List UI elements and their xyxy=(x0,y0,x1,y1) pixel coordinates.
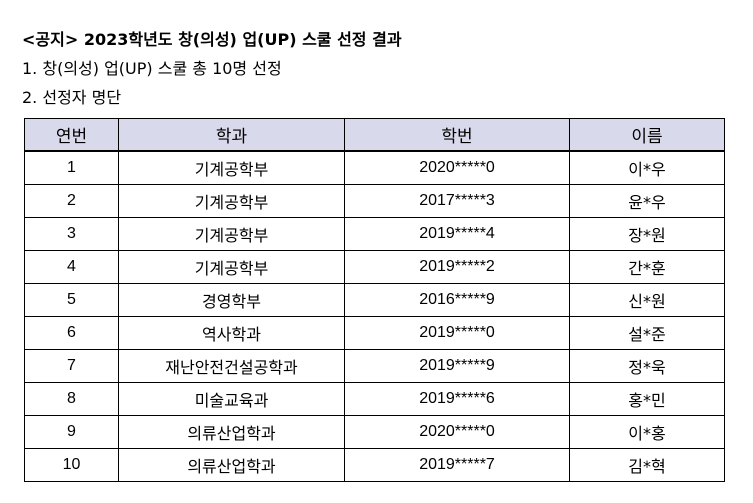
cell-name: 이*홍 xyxy=(569,415,725,449)
cell-dept: 경영학부 xyxy=(118,283,345,317)
table-row: 9 의류산업학과 2020*****0 이*홍 xyxy=(24,415,725,449)
cell-dept: 의류산업학과 xyxy=(118,448,345,482)
header-dept: 학과 xyxy=(118,118,345,152)
cell-name: 장*원 xyxy=(569,217,725,251)
notice-line-selection-count: 1. 창(의성) 업(UP) 스쿨 총 10명 선정 xyxy=(22,59,282,78)
header-no: 연번 xyxy=(24,118,119,152)
cell-name: 정*욱 xyxy=(569,349,725,383)
table-row: 5 경영학부 2016*****9 신*원 xyxy=(24,283,725,317)
cell-no: 4 xyxy=(24,250,119,284)
cell-no: 10 xyxy=(24,448,119,482)
table-row: 6 역사학과 2019*****0 설*준 xyxy=(24,316,725,350)
cell-name: 이*우 xyxy=(569,150,725,185)
cell-no: 8 xyxy=(24,382,119,416)
cell-dept: 기계공학부 xyxy=(118,184,345,218)
cell-dept: 기계공학부 xyxy=(118,150,345,185)
notice-line-list-heading: 2. 선정자 명단 xyxy=(22,88,122,107)
cell-no: 3 xyxy=(24,217,119,251)
header-name: 이름 xyxy=(569,118,725,152)
table-row: 7 재난안전건설공학과 2019*****9 정*욱 xyxy=(24,349,725,383)
cell-student-id: 2016*****9 xyxy=(344,283,570,317)
cell-student-id: 2019*****7 xyxy=(344,448,570,482)
cell-dept: 의류산업학과 xyxy=(118,415,345,449)
cell-name: 윤*우 xyxy=(569,184,725,218)
cell-no: 2 xyxy=(24,184,119,218)
cell-student-id: 2020*****0 xyxy=(344,415,570,449)
table-row: 8 미술교육과 2019*****6 홍*민 xyxy=(24,382,725,416)
cell-student-id: 2019*****4 xyxy=(344,217,570,251)
notice-title: <공지> 2023학년도 창(의성) 업(UP) 스쿨 선정 결과 xyxy=(22,30,402,49)
table-row: 1 기계공학부 2020*****0 이*우 xyxy=(24,150,725,185)
cell-no: 7 xyxy=(24,349,119,383)
cell-dept: 기계공학부 xyxy=(118,250,345,284)
cell-student-id: 2020*****0 xyxy=(344,150,570,185)
cell-student-id: 2019*****9 xyxy=(344,349,570,383)
cell-student-id: 2019*****6 xyxy=(344,382,570,416)
header-student-id: 학번 xyxy=(344,118,570,152)
cell-name: 김*혁 xyxy=(569,448,725,482)
cell-name: 신*원 xyxy=(569,283,725,317)
cell-dept: 미술교육과 xyxy=(118,382,345,416)
cell-name: 설*준 xyxy=(569,316,725,350)
cell-dept: 재난안전건설공학과 xyxy=(118,349,345,383)
table-row: 2 기계공학부 2017*****3 윤*우 xyxy=(24,184,725,218)
cell-name: 간*훈 xyxy=(569,250,725,284)
results-table: 연번 학과 학번 이름 1 기계공학부 2020*****0 이*우 2 기계공… xyxy=(24,118,725,482)
cell-dept: 기계공학부 xyxy=(118,217,345,251)
cell-student-id: 2017*****3 xyxy=(344,184,570,218)
cell-student-id: 2019*****0 xyxy=(344,316,570,350)
cell-dept: 역사학과 xyxy=(118,316,345,350)
cell-student-id: 2019*****2 xyxy=(344,250,570,284)
cell-no: 9 xyxy=(24,415,119,449)
table-body: 1 기계공학부 2020*****0 이*우 2 기계공학부 2017*****… xyxy=(24,150,725,482)
cell-no: 6 xyxy=(24,316,119,350)
table-row: 10 의류산업학과 2019*****7 김*혁 xyxy=(24,448,725,482)
cell-no: 1 xyxy=(24,150,119,185)
table-row: 4 기계공학부 2019*****2 간*훈 xyxy=(24,250,725,284)
table-row: 3 기계공학부 2019*****4 장*원 xyxy=(24,217,725,251)
cell-no: 5 xyxy=(24,283,119,317)
table-header-row: 연번 학과 학번 이름 xyxy=(24,118,725,152)
cell-name: 홍*민 xyxy=(569,382,725,416)
